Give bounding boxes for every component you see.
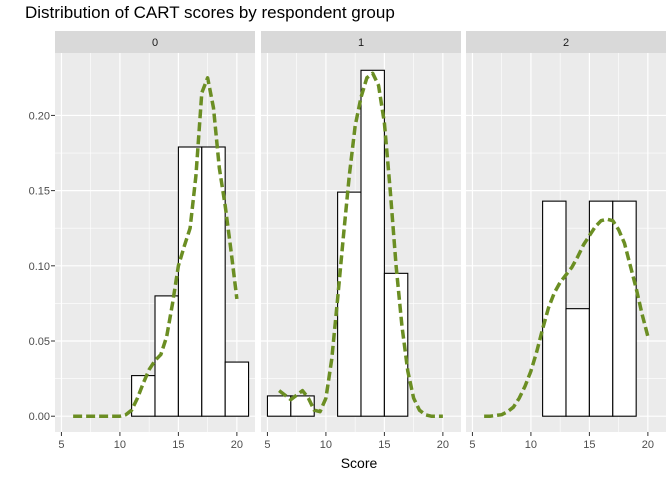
chart-title: Distribution of CART scores by responden… — [25, 3, 395, 22]
density-curve — [278, 71, 443, 418]
facet-strip-label: 0 — [152, 37, 158, 49]
x-tick-label: 5 — [469, 439, 475, 451]
x-tick-label: 10 — [114, 439, 126, 451]
x-axis-title-wrap: Score — [0, 455, 672, 471]
facet-strip-label: 2 — [563, 37, 569, 49]
y-tick-label: 0.15 — [29, 186, 50, 198]
x-tick-label: 15 — [378, 439, 390, 451]
x-tick-label: 20 — [642, 439, 654, 451]
density-curve — [484, 217, 650, 418]
histogram-bar — [360, 69, 385, 417]
histogram-bar — [177, 146, 203, 417]
x-tick-label: 5 — [264, 439, 270, 451]
x-tick-label: 15 — [172, 439, 184, 451]
histogram-bar — [201, 146, 226, 417]
facet-strip — [466, 31, 666, 53]
facet-strip — [261, 31, 461, 53]
x-tick-label: 20 — [231, 439, 243, 451]
y-tick-label: 0.00 — [29, 411, 50, 423]
x-tick-label: 5 — [58, 439, 64, 451]
facet-strip-label: 1 — [358, 37, 364, 49]
x-tick-label: 15 — [583, 439, 595, 451]
histogram-bar — [565, 308, 590, 417]
histogram-bar — [337, 191, 362, 417]
histogram-bar — [224, 361, 250, 417]
y-tick-label: 0.10 — [29, 261, 50, 273]
x-tick-label: 20 — [437, 439, 449, 451]
histogram-bar — [266, 395, 292, 417]
density-curve — [73, 76, 239, 418]
x-tick-label: 10 — [320, 439, 332, 451]
histogram-bar — [612, 200, 637, 417]
x-axis-title: Score — [340, 455, 378, 471]
facet-strip — [55, 31, 255, 53]
histogram-bar — [542, 200, 567, 417]
y-tick-label: 0.05 — [29, 336, 50, 348]
y-tick-label: 0.20 — [29, 110, 50, 122]
x-tick-label: 10 — [525, 439, 537, 451]
